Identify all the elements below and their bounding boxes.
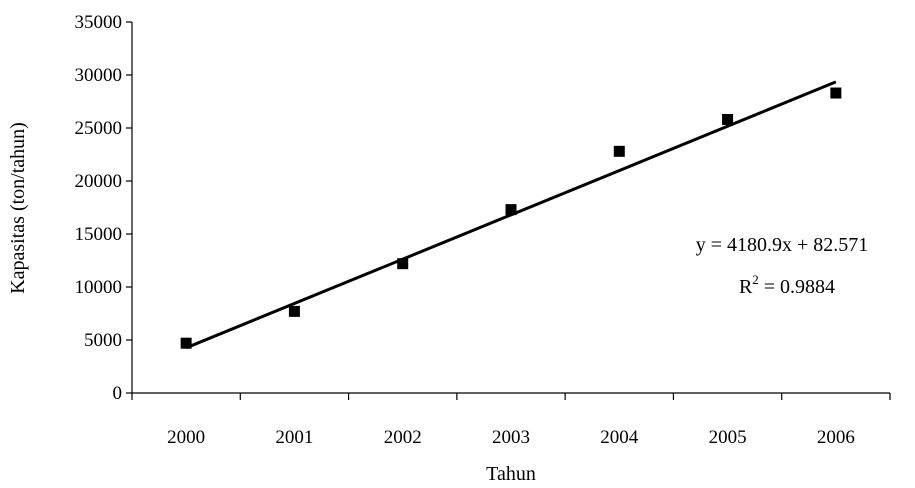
y-tick-label: 25000 <box>75 118 123 139</box>
y-tick-label: 0 <box>113 383 123 404</box>
trendline-r-squared: R2 = 0.9884 <box>739 272 835 298</box>
x-tick-label: 2003 <box>492 427 530 448</box>
y-axis-title: Kapasitas (ton/tahun) <box>7 122 29 294</box>
y-axis: 0 5000 10000 15000 20000 25000 30000 35000 <box>75 12 133 404</box>
y-tick-label: 15000 <box>75 224 123 245</box>
data-point <box>722 114 734 126</box>
x-axis-title: Tahun <box>486 463 536 485</box>
x-tick-label: 2005 <box>709 427 747 448</box>
r-squared-symbol: R <box>739 276 753 298</box>
data-point <box>288 305 300 317</box>
y-tick-label: 5000 <box>84 330 122 351</box>
r-squared-exponent: 2 <box>752 272 759 287</box>
y-tick-label: 10000 <box>75 277 123 298</box>
data-point <box>613 145 625 157</box>
data-point <box>505 204 517 216</box>
x-tick-label: 2006 <box>817 427 855 448</box>
y-tick-label: 35000 <box>75 12 123 33</box>
data-points <box>180 87 842 349</box>
x-tick-label: 2004 <box>600 427 639 448</box>
x-tick-label: 2000 <box>167 427 205 448</box>
data-point <box>397 258 409 270</box>
data-point <box>180 337 192 349</box>
x-tick-label: 2002 <box>384 427 422 448</box>
data-point <box>830 87 842 99</box>
y-tick-label: 30000 <box>75 65 123 86</box>
r-squared-value: = 0.9884 <box>759 276 835 298</box>
x-tick-label: 2001 <box>275 427 313 448</box>
y-tick-label: 20000 <box>75 171 123 192</box>
trendline-equation: y = 4180.9x + 82.571 <box>696 234 869 256</box>
x-axis: 2000 2001 2002 2003 2004 2005 2006 <box>131 392 891 448</box>
